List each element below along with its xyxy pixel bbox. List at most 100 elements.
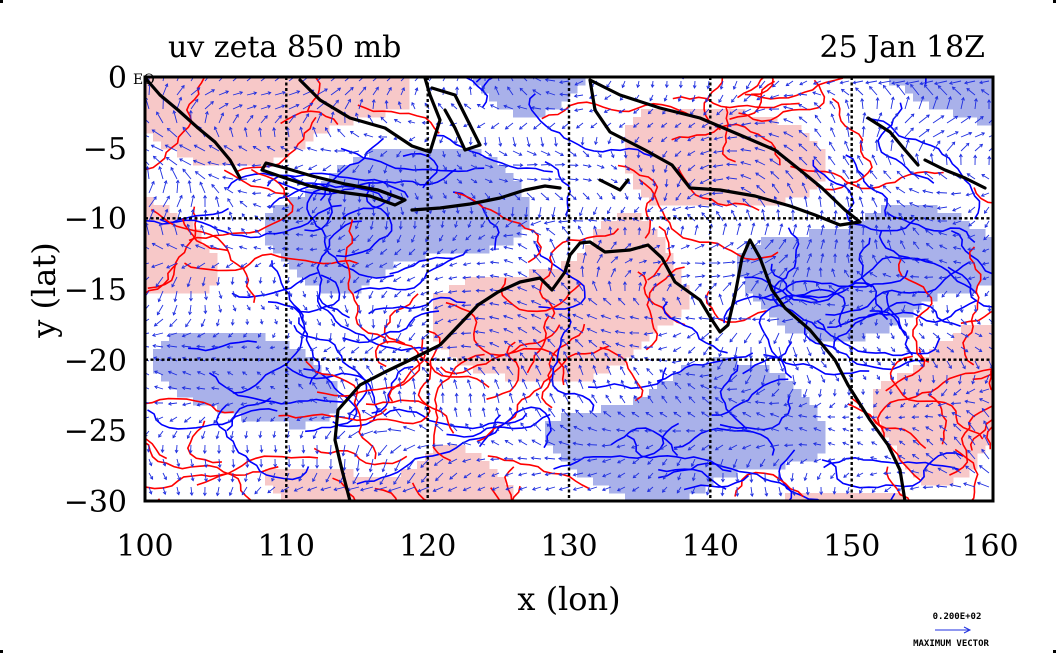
wind-vector	[845, 99, 850, 110]
wind-vector	[449, 262, 458, 267]
vorticity-cell	[809, 253, 818, 262]
vorticity-cell	[297, 405, 306, 414]
vorticity-cell	[241, 373, 250, 382]
vorticity-cell	[649, 269, 658, 278]
vorticity-cell	[265, 373, 274, 382]
wind-vector-head	[540, 143, 545, 148]
wind-vector	[482, 86, 486, 96]
wind-vector-head	[674, 153, 679, 157]
wind-vector-head	[785, 82, 790, 87]
wind-vector-head	[503, 245, 508, 250]
wind-vector-head	[871, 196, 876, 201]
vorticity-cell	[969, 277, 978, 286]
wind-vector	[716, 211, 724, 222]
vorticity-cell	[745, 157, 754, 166]
vorticity-cell	[801, 149, 810, 158]
vorticity-cell	[569, 437, 578, 446]
wind-vector	[162, 77, 165, 82]
wind-vector-head	[516, 231, 521, 236]
map-date: 25 Jan 18Z	[820, 30, 986, 65]
vorticity-cell	[209, 357, 218, 366]
vorticity-cell	[273, 117, 282, 126]
vorticity-cell	[873, 493, 882, 501]
vorticity-cell	[433, 245, 442, 254]
vorticity-cell	[313, 253, 322, 262]
vorticity-cell	[641, 149, 650, 158]
vorticity-cell	[361, 229, 370, 238]
vorticity-cell	[169, 277, 178, 286]
vorticity-cell	[513, 205, 522, 214]
wind-vector	[476, 290, 486, 292]
vorticity-cell	[377, 181, 386, 190]
wind-vector-head	[323, 234, 328, 239]
vorticity-cell	[601, 405, 610, 414]
wind-vector	[540, 178, 552, 180]
vorticity-contour	[215, 404, 310, 481]
wind-vector-head	[429, 195, 433, 200]
wind-vector	[407, 276, 416, 282]
vorticity-cell	[881, 381, 890, 390]
vorticity-cell	[305, 469, 314, 478]
vorticity-cell	[585, 277, 594, 286]
vorticity-cell	[681, 405, 690, 414]
vorticity-cell	[817, 317, 826, 326]
vorticity-cell	[449, 229, 458, 238]
vorticity-cell	[721, 189, 730, 198]
wind-vector	[799, 80, 808, 86]
vorticity-contour	[208, 372, 343, 405]
wind-vector	[674, 136, 682, 142]
vorticity-cell	[921, 205, 930, 214]
vorticity-cell	[569, 293, 578, 302]
wind-vector	[498, 164, 508, 167]
wind-vector-head	[207, 160, 212, 165]
vorticity-cell	[793, 389, 802, 398]
vorticity-cell	[665, 445, 674, 454]
wind-vector-head	[293, 165, 298, 170]
wind-vector	[886, 154, 892, 166]
vorticity-cell	[497, 85, 506, 94]
vorticity-cell	[193, 373, 202, 382]
wind-vector-head	[254, 263, 259, 268]
wind-vector-head	[140, 115, 143, 118]
vorticity-cell	[961, 221, 970, 230]
vorticity-cell	[281, 77, 290, 86]
wind-vector	[386, 87, 392, 96]
vorticity-cell	[321, 381, 330, 390]
wind-vector-head	[647, 139, 652, 143]
wind-vector-head	[705, 99, 709, 103]
wind-vector	[700, 178, 710, 184]
vorticity-cell	[353, 157, 362, 166]
vorticity-cell	[177, 133, 186, 142]
vorticity-cell	[665, 109, 674, 118]
vorticity-cell	[481, 221, 490, 230]
vorticity-cell	[689, 413, 698, 422]
wind-vector	[533, 254, 542, 264]
wind-vector	[848, 239, 851, 250]
wind-vector	[936, 192, 948, 194]
wind-vector	[190, 87, 200, 96]
wind-vector-head	[745, 272, 750, 277]
vorticity-cell	[553, 429, 562, 438]
wind-vector-head	[512, 143, 517, 148]
wind-vector-head	[316, 294, 320, 299]
vorticity-cell	[161, 285, 170, 294]
vorticity-cell	[641, 461, 650, 470]
vorticity-cell	[921, 229, 930, 238]
vorticity-cell	[465, 189, 474, 198]
vorticity-cell	[465, 357, 474, 366]
vorticity-cell	[409, 493, 418, 501]
vorticity-cell	[673, 285, 682, 294]
vorticity-cell	[809, 421, 818, 430]
wind-vector-head	[502, 233, 507, 238]
wind-vector-head	[701, 124, 706, 128]
wind-vector	[552, 206, 556, 218]
vorticity-cell	[649, 429, 658, 438]
vorticity-cell	[705, 165, 714, 174]
wind-vector-head	[493, 224, 497, 228]
wind-vector-head	[614, 179, 618, 183]
vorticity-cell	[233, 149, 242, 158]
vorticity-cell	[497, 205, 506, 214]
vorticity-cell	[313, 493, 322, 501]
wind-vector	[340, 220, 346, 228]
wind-vector-head	[177, 208, 182, 213]
